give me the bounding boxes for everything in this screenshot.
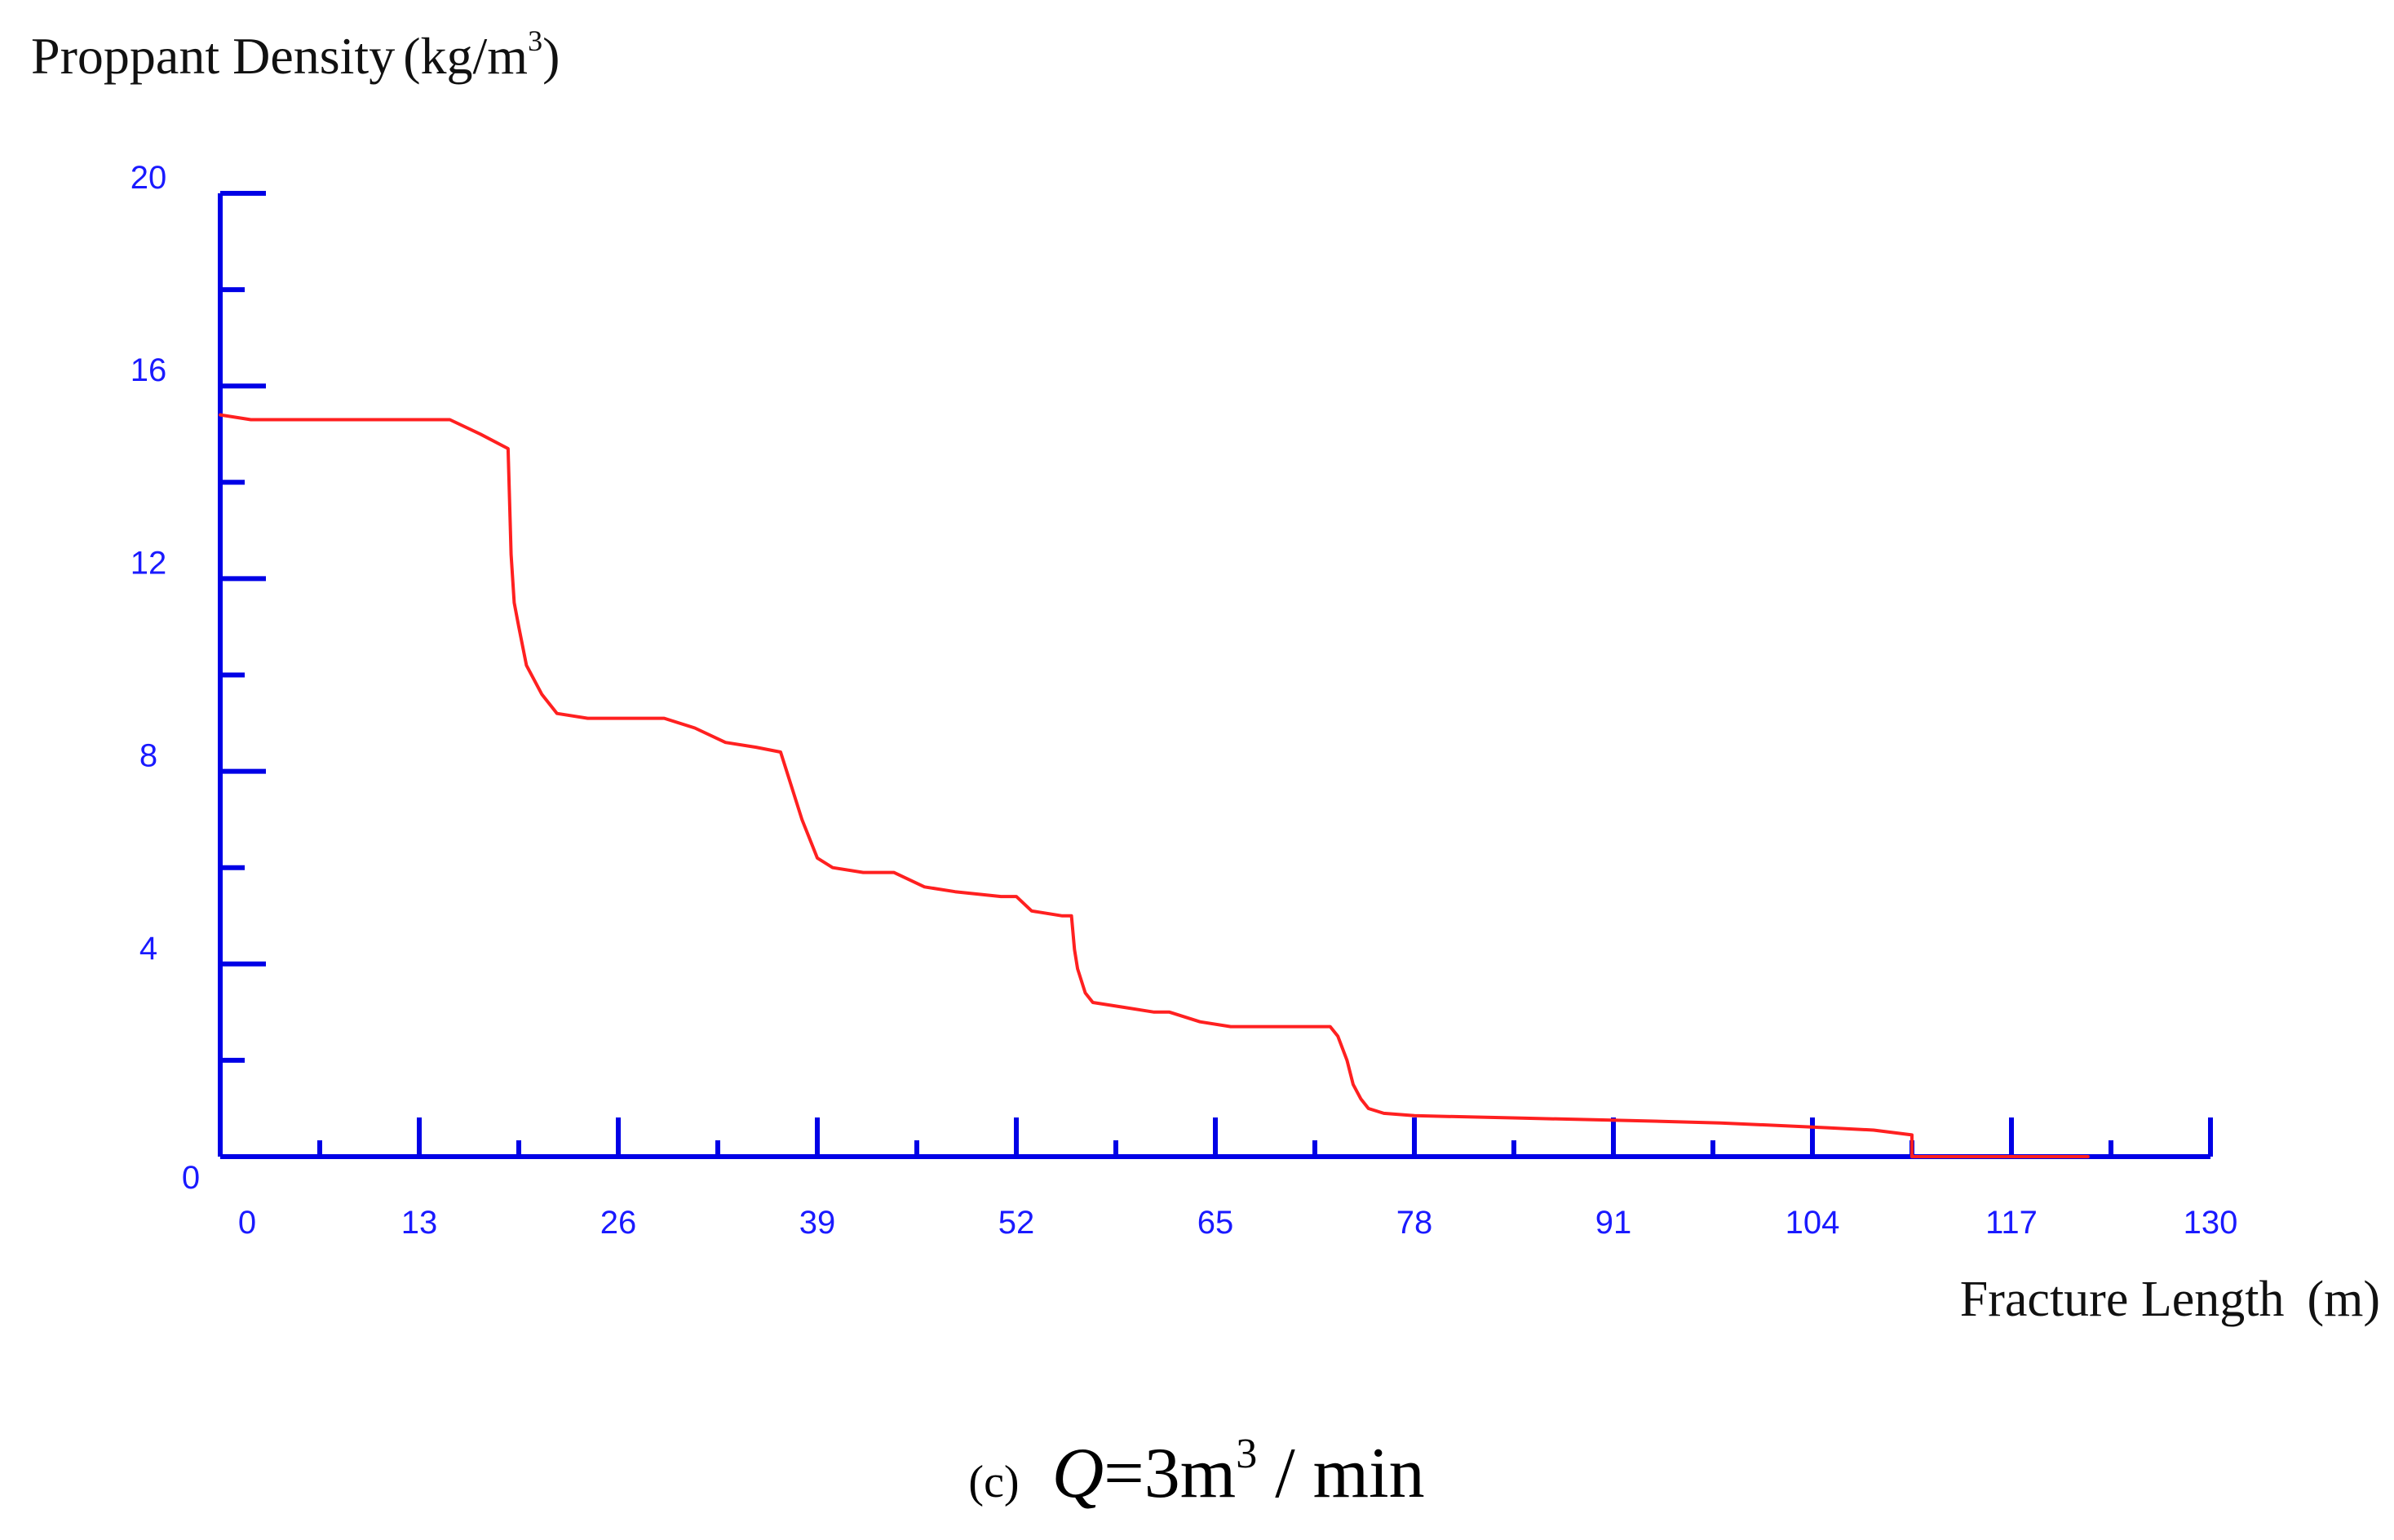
- caption-suffix: / min: [1257, 1434, 1424, 1513]
- x-tick-label: 65: [1197, 1205, 1234, 1241]
- x-tick-label: 26: [600, 1205, 637, 1241]
- x-tick-labels: 0 13 26 39 52 65 78 91 104 117 130: [238, 1205, 2238, 1241]
- x-tick-label: 117: [1985, 1205, 2038, 1241]
- y-tick-labels: 20 16 12 8 4 0: [131, 160, 200, 1196]
- y-tick-label: 12: [131, 545, 167, 581]
- x-tick-label: 91: [1595, 1205, 1632, 1241]
- x-axis-unit: (m): [2307, 1272, 2380, 1327]
- y-axis-label: Proppant Density: [31, 27, 395, 85]
- series-layer: [219, 413, 2090, 1158]
- y-axis-ticks: [220, 191, 266, 1159]
- y-tick-label: 20: [131, 160, 167, 196]
- series-line-0: [219, 413, 2090, 1158]
- x-tick-label: 104: [1786, 1205, 1840, 1241]
- y-tick-label: 8: [139, 738, 157, 774]
- x-tick-label: 39: [799, 1205, 836, 1241]
- caption-rest: =3m: [1104, 1434, 1236, 1513]
- x-tick-label: 0: [238, 1205, 256, 1241]
- x-tick-label: 130: [2184, 1205, 2238, 1241]
- x-axis-label: Fracture Length: [1960, 1272, 2285, 1327]
- figure-caption: (c) Q=3m3 / min: [968, 1431, 1424, 1513]
- caption-prefix: (c): [968, 1457, 1019, 1507]
- y-axis-unit: (kg/m3): [403, 24, 560, 85]
- x-axis-ticks: [317, 1117, 2213, 1157]
- caption-variable: Q: [1052, 1434, 1104, 1513]
- y-tick-label: 16: [131, 352, 167, 388]
- y-axis-title: Proppant Density (kg/m3): [31, 24, 560, 85]
- x-tick-label: 13: [401, 1205, 438, 1241]
- y-tick-label: 0: [182, 1160, 200, 1196]
- x-tick-label: 52: [998, 1205, 1035, 1241]
- x-tick-label: 78: [1396, 1205, 1433, 1241]
- caption-sup: 3: [1236, 1431, 1257, 1477]
- y-axis-unit-sup: 3: [528, 24, 542, 57]
- x-axis-title: Fracture Length (m): [1960, 1272, 2380, 1327]
- y-tick-label: 4: [139, 931, 157, 967]
